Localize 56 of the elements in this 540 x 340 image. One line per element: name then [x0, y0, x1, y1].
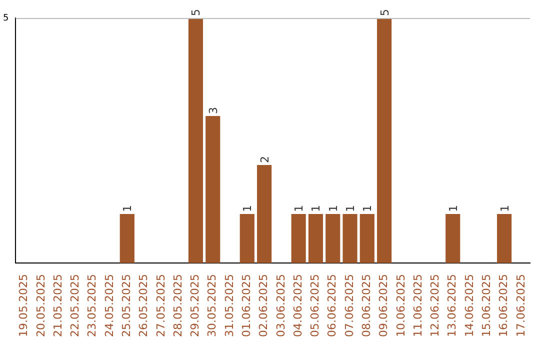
bar [342, 214, 358, 264]
bar [257, 165, 272, 264]
x-tick-label: 11.06.2025 [411, 274, 424, 338]
data-label: 1 [241, 205, 254, 212]
bar [291, 214, 306, 264]
bar [120, 214, 134, 264]
bar [326, 214, 340, 264]
x-tick-label: 12.06.2025 [428, 274, 442, 338]
data-label: 5 [378, 9, 392, 16]
bar [240, 214, 254, 264]
data-label: 5 [190, 9, 203, 16]
x-tick-label: 19.05.2025 [17, 274, 30, 338]
data-label: 1 [498, 205, 512, 212]
x-tick-label: 06.06.2025 [326, 274, 339, 338]
x-tick-label: 17.06.2025 [514, 274, 528, 338]
x-tick-label: 22.05.2025 [68, 274, 82, 338]
x-tick-label: 05.06.2025 [308, 274, 322, 338]
bar [497, 214, 512, 264]
x-tick-label: 08.06.2025 [360, 274, 374, 338]
x-tick-label: 02.06.2025 [257, 274, 270, 338]
x-tick-label: 31.05.2025 [222, 274, 236, 338]
bar [206, 116, 220, 264]
bar [446, 214, 460, 264]
bar [308, 214, 324, 264]
x-tick-label: 01.06.2025 [240, 274, 254, 338]
data-label: 1 [446, 205, 460, 212]
x-tick-label: 27.05.2025 [154, 274, 168, 338]
data-label: 1 [361, 205, 374, 212]
x-tick-label: 26.05.2025 [137, 274, 150, 338]
x-tick-label: 07.06.2025 [342, 274, 356, 338]
x-tick-label: 03.06.2025 [274, 274, 288, 338]
data-label: 1 [344, 205, 358, 212]
data-label: 1 [292, 205, 306, 212]
x-tick-label: 13.06.2025 [446, 274, 459, 338]
x-tick-label: 15.06.2025 [480, 274, 494, 338]
x-tick-label: 09.06.2025 [377, 274, 390, 338]
data-label: 1 [121, 205, 134, 212]
x-tick-label: 20.05.2025 [34, 274, 48, 338]
x-tick-label: 10.06.2025 [394, 274, 408, 338]
x-tick-label: 28.05.2025 [171, 274, 184, 338]
x-tick-label: 29.05.2025 [188, 274, 202, 338]
bar [377, 18, 392, 264]
x-tick-label: 30.05.2025 [206, 274, 219, 338]
x-tick-label: 21.05.2025 [51, 274, 64, 338]
x-tick-label: 14.06.2025 [462, 274, 476, 338]
data-label: 1 [326, 205, 340, 212]
bar [188, 18, 204, 264]
data-label: 1 [310, 205, 323, 212]
x-tick-label: 04.06.2025 [291, 274, 304, 338]
x-tick-label: 23.05.2025 [86, 274, 99, 338]
x-tick-label: 24.05.2025 [102, 274, 116, 338]
data-label: 2 [258, 156, 272, 164]
bar [360, 214, 374, 264]
x-tick-label: 25.05.2025 [120, 274, 134, 338]
x-tick-label: 16.06.2025 [497, 274, 510, 338]
data-label: 3 [206, 107, 220, 114]
